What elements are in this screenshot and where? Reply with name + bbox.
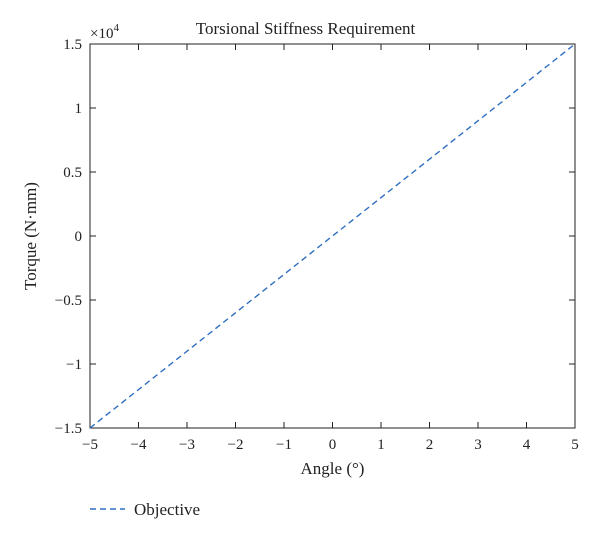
x-axis-ticks: −5 −4 −3 −2 −1 0 1 2 3 4 5: [82, 44, 579, 453]
chart-title: Torsional Stiffness Requirement: [196, 19, 416, 38]
legend: Objective: [90, 500, 200, 519]
y-axis-ticks: −1.5 −1 −0.5 0 0.5 1 1.5: [55, 37, 575, 437]
y-tick-label: 0: [75, 229, 83, 245]
x-tick-label: 2: [426, 437, 434, 453]
y-tick-label: 1: [75, 101, 83, 117]
x-axis-title: Angle (°): [301, 459, 365, 478]
x-tick-label: 4: [523, 437, 531, 453]
y-tick-label: −0.5: [55, 293, 82, 309]
x-tick-label: 1: [377, 437, 385, 453]
y-tick-label: −1: [66, 357, 82, 373]
y-tick-label: 0.5: [63, 165, 82, 181]
x-tick-label: −4: [131, 437, 147, 453]
series-line-objective: [89, 43, 576, 429]
x-tick-label: −5: [82, 437, 98, 453]
y-axis-multiplier-exponent: 4: [113, 22, 119, 34]
y-tick-label: −1.5: [55, 421, 82, 437]
x-tick-label: −2: [228, 437, 244, 453]
x-tick-label: 0: [329, 437, 337, 453]
y-axis-multiplier: ×104: [90, 22, 119, 42]
x-tick-label: −3: [179, 437, 195, 453]
x-tick-label: 3: [474, 437, 482, 453]
series-layer: [89, 43, 576, 429]
legend-label: Objective: [134, 500, 200, 519]
x-tick-label: 5: [571, 437, 579, 453]
y-tick-label: 1.5: [63, 37, 82, 53]
y-axis-title: Torque (N·mm): [21, 182, 40, 290]
x-tick-label: −1: [276, 437, 292, 453]
y-axis-multiplier-base: ×10: [90, 26, 113, 42]
